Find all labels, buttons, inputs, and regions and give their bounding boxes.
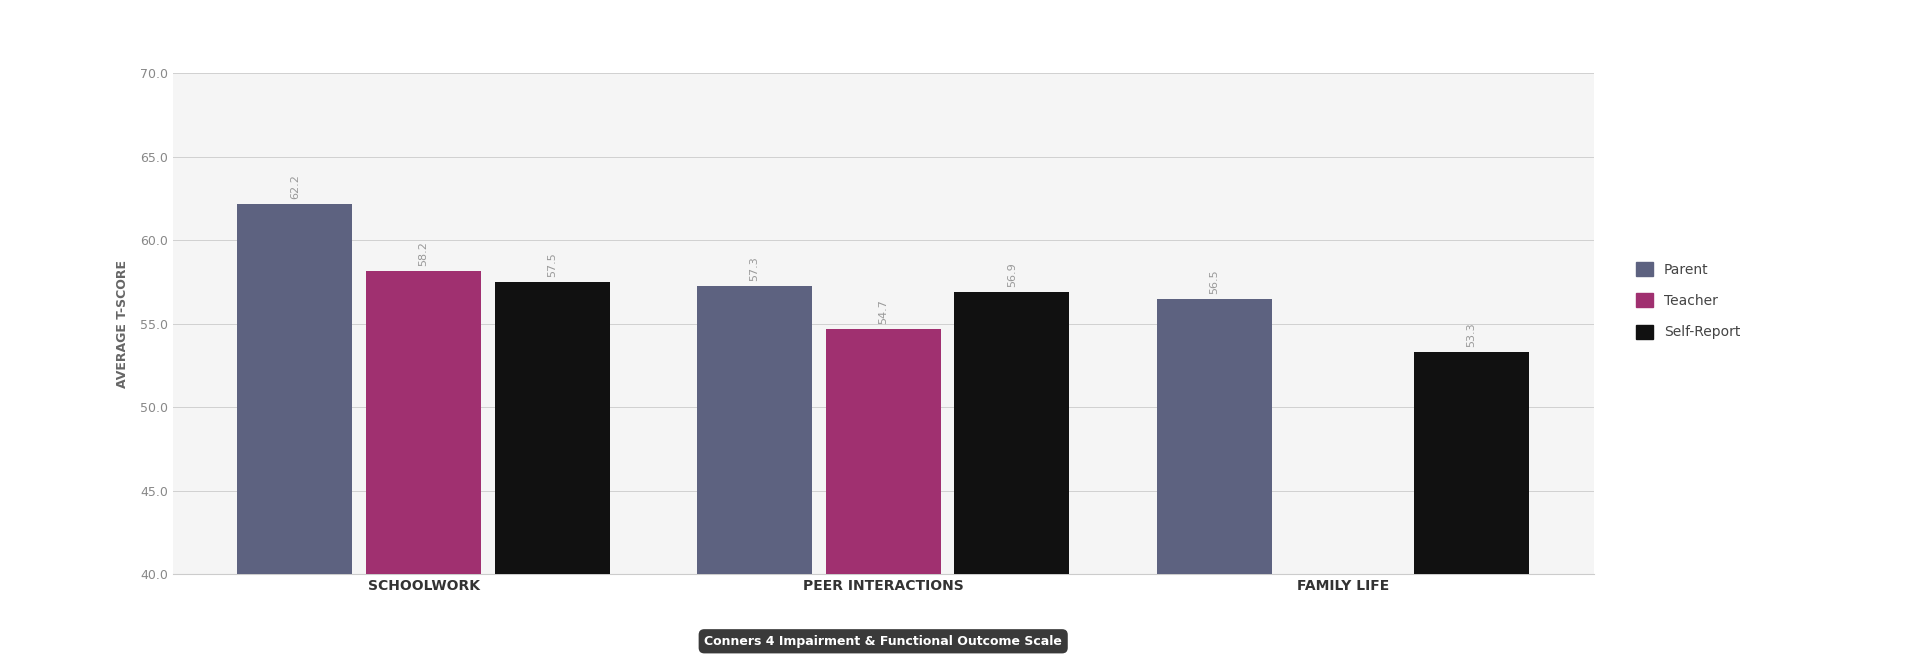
Text: 57.5: 57.5 [547, 253, 557, 277]
Text: Conners 4 Impairment & Functional Outcome Scale: Conners 4 Impairment & Functional Outcom… [705, 635, 1062, 648]
Bar [238, 204, 351, 574]
Bar [954, 293, 1069, 574]
Text: 62.2: 62.2 [290, 174, 300, 199]
Text: 54.7: 54.7 [877, 299, 889, 324]
Text: 53.3: 53.3 [1467, 323, 1476, 347]
Text: 56.5: 56.5 [1210, 269, 1219, 294]
Bar [1415, 353, 1528, 574]
Text: 57.3: 57.3 [749, 256, 760, 281]
Bar [1156, 299, 1271, 574]
Bar [697, 286, 812, 574]
Bar [495, 282, 611, 574]
Legend: Parent, Teacher, Self-Report: Parent, Teacher, Self-Report [1630, 255, 1747, 347]
Text: 56.9: 56.9 [1006, 263, 1018, 287]
Y-axis label: AVERAGE T-SCORE: AVERAGE T-SCORE [115, 260, 129, 388]
Bar [826, 329, 941, 574]
Bar [367, 271, 482, 574]
Text: 58.2: 58.2 [419, 240, 428, 266]
